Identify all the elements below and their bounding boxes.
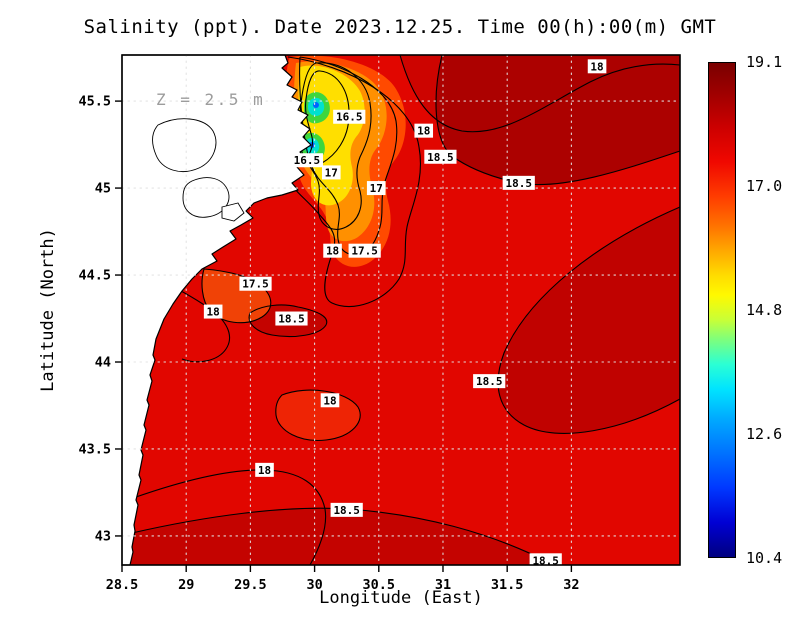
contour-label-box <box>333 109 366 124</box>
salinity-contour-map: 18 16.5 18 18.5 16.5 17 17 18.5 18 17.5 17.5 18 18.5… <box>78 54 681 593</box>
y-tick-label: 44 <box>95 355 111 371</box>
contour-line-18 <box>399 54 681 133</box>
contour-label: 17.5 <box>351 245 378 258</box>
colorbar-tick-label: 12.6 <box>746 425 783 443</box>
contour-label-box <box>275 311 308 326</box>
x-tick-label: 30 <box>306 577 322 593</box>
contour-label-box <box>320 393 340 408</box>
contour-line-18 <box>135 469 327 566</box>
contour-label: 17 <box>370 182 383 195</box>
contour-label-box <box>239 276 272 291</box>
colorbar-tick-label: 17.0 <box>746 177 783 195</box>
y-tick-label: 43 <box>95 528 111 544</box>
contour-label-box <box>473 374 506 389</box>
contour-label-box <box>323 243 342 258</box>
contour-label-box <box>321 165 341 180</box>
colorbar-tick-label: 10.4 <box>746 549 783 567</box>
figure-title: Salinity (ppt). Date 2023.12.25. Time 00… <box>83 16 717 38</box>
contour-label-box <box>424 149 457 164</box>
colorbar-tick-label: 19.1 <box>746 53 783 71</box>
field-region-region-185-right <box>498 207 680 434</box>
contour-label-box <box>587 59 607 74</box>
x-tick-label: 28.5 <box>106 577 139 593</box>
y-axis-title: Latitude (North) <box>38 228 58 392</box>
contour-line-18.5 <box>248 304 328 338</box>
contour-label: 16.5 <box>294 154 321 167</box>
x-tick-label: 32 <box>563 577 579 593</box>
colorbar-tick-label: 14.8 <box>746 301 783 319</box>
contour-label: 18.5 <box>333 504 360 517</box>
field-region-region-185-topright <box>436 55 680 185</box>
field-region-region-185-bottom <box>122 508 554 565</box>
colorbar: 19.1 17.0 14.8 12.6 10.4 <box>708 53 800 567</box>
colorbar-gradient <box>708 62 736 558</box>
contour-label-box <box>255 462 274 477</box>
contour-label-box <box>348 243 381 258</box>
contour-label: 18.5 <box>476 375 503 388</box>
x-tick-label: 31.5 <box>491 577 524 593</box>
lagoon-outline <box>152 118 217 172</box>
contour-label: 16.5 <box>336 111 363 124</box>
contour-label: 18 <box>590 60 603 73</box>
y-tick-label: 44.5 <box>78 268 111 284</box>
contour-label: 18 <box>417 125 430 138</box>
contour-label: 18 <box>326 245 339 258</box>
contour-label: 18.5 <box>278 313 305 326</box>
contour-line-18 <box>161 280 231 363</box>
contour-label-box <box>414 123 434 138</box>
x-tick-label: 31 <box>435 577 451 593</box>
x-axis-title: Longitude (East) <box>319 588 483 608</box>
contour-label: 17 <box>325 166 338 179</box>
x-tick-label: 29 <box>178 577 194 593</box>
contour-label: 18 <box>323 394 336 407</box>
contour-label-box <box>529 553 562 568</box>
lagoon-outline <box>221 202 245 222</box>
contour-line-18 <box>287 56 421 308</box>
contour-label: 17.5 <box>242 278 268 291</box>
y-tick-label: 45.5 <box>78 94 111 110</box>
contour-label: 18 <box>207 306 220 319</box>
plot-border <box>121 54 681 566</box>
contour-label-box <box>290 153 323 168</box>
contour-line-18.5 <box>435 54 681 186</box>
y-tick-label: 43.5 <box>78 441 111 457</box>
land-mass <box>121 54 312 566</box>
x-tick-label: 30.5 <box>363 577 396 593</box>
depth-annotation: Z = 2.5 m <box>156 90 265 109</box>
contour-label-box <box>502 175 535 190</box>
contour-label: 18.5 <box>427 151 454 164</box>
contour-label: 18.5 <box>505 177 532 190</box>
contour-label: 18 <box>258 464 271 477</box>
contour-label-box <box>330 502 363 517</box>
field-region-plume-core-blue-1 <box>313 102 319 108</box>
y-tick-label: 45 <box>95 181 111 197</box>
contour-label: 18.5 <box>532 554 559 567</box>
contour-label-box <box>203 304 223 319</box>
contour-label-box <box>366 181 386 196</box>
x-tick-label: 29.5 <box>234 577 267 593</box>
